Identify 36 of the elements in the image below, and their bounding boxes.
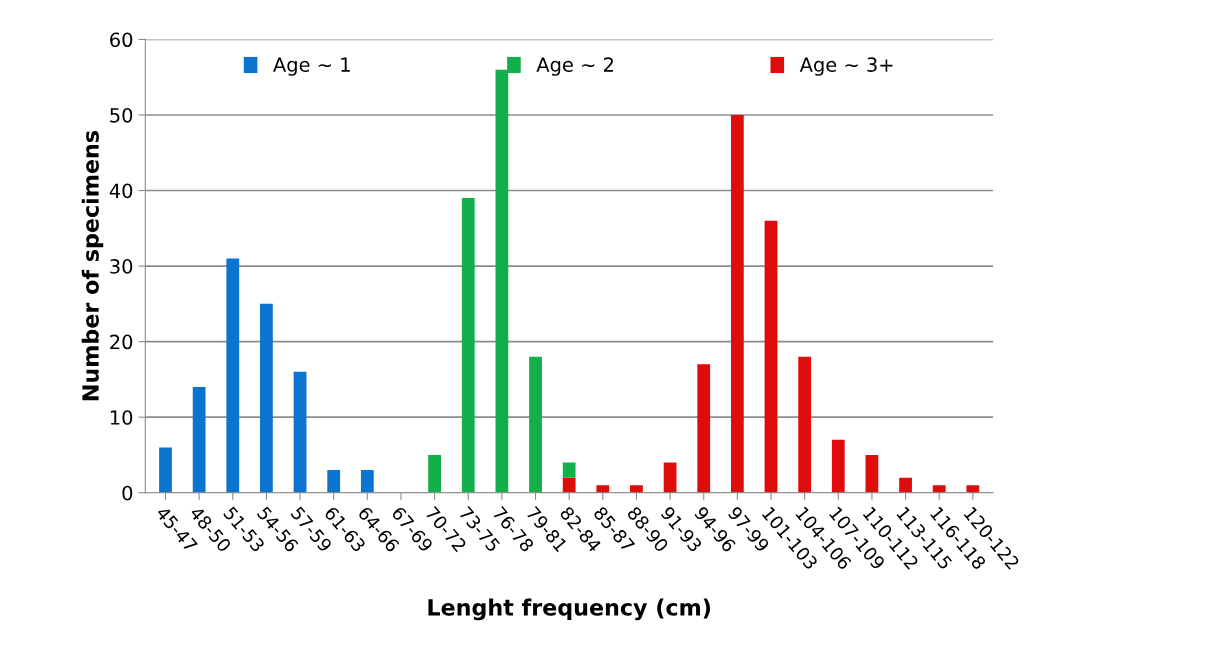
bar xyxy=(293,371,307,493)
bar xyxy=(461,198,475,493)
bar xyxy=(192,386,206,493)
legend-label: Age ~ 1 xyxy=(273,57,350,76)
legend-label: Age ~ 2 xyxy=(536,57,613,76)
y-axis-title: Number of specimens xyxy=(81,131,104,401)
bar xyxy=(730,114,744,493)
y-tick-label: 10 xyxy=(110,410,133,425)
y-tick-label: 30 xyxy=(110,259,133,274)
bar xyxy=(899,477,912,493)
bar xyxy=(798,356,812,493)
x-axis-title: Lenght frequency (cm) xyxy=(428,598,711,621)
bar xyxy=(327,470,341,493)
bar xyxy=(260,303,273,493)
bar xyxy=(932,485,946,493)
bar xyxy=(865,454,879,493)
y-tick-label: 50 xyxy=(110,107,133,123)
bar xyxy=(630,485,643,493)
bar xyxy=(596,485,610,493)
y-tick-label: 40 xyxy=(109,183,133,199)
legend-label: Age ~ 3+ xyxy=(799,57,893,76)
bar xyxy=(360,470,374,493)
bar xyxy=(159,447,172,493)
bar xyxy=(764,220,778,493)
bar xyxy=(529,356,542,493)
bar xyxy=(562,477,576,493)
bar xyxy=(226,258,240,493)
bar xyxy=(428,454,442,493)
bar xyxy=(831,439,845,493)
bar xyxy=(697,364,711,493)
bar xyxy=(966,485,980,493)
y-tick-label: 20 xyxy=(110,334,133,350)
y-tick-label: 60 xyxy=(110,32,133,48)
bar xyxy=(562,462,576,478)
bar xyxy=(663,462,677,493)
y-tick-label: 0 xyxy=(122,485,133,501)
